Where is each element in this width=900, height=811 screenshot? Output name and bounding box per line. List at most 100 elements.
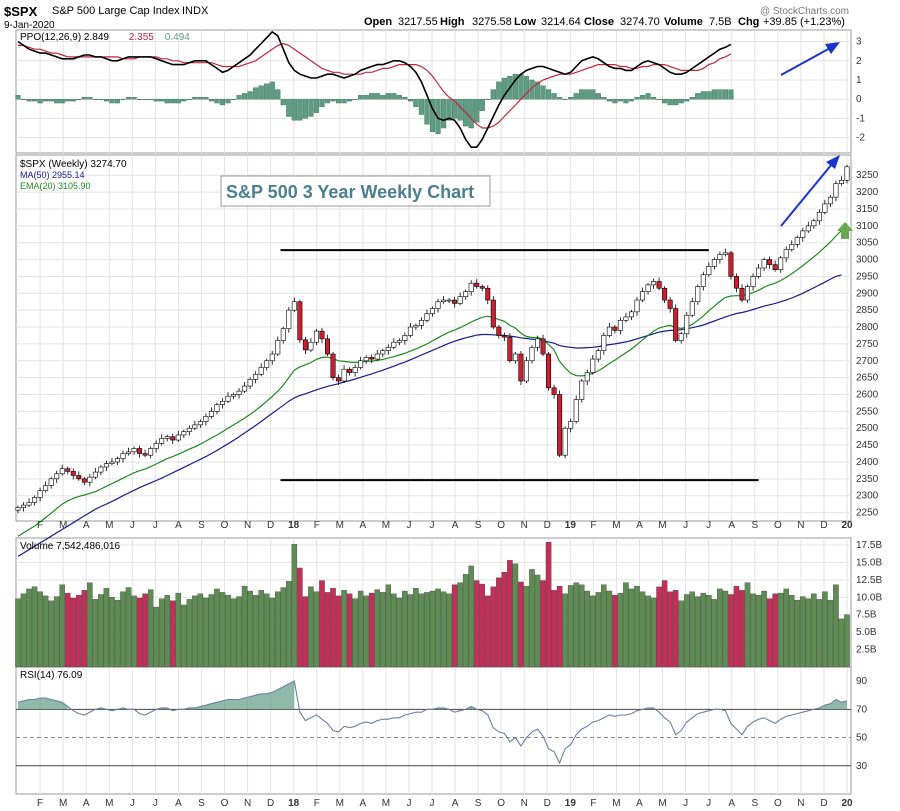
ppo-histogram-bar [645,93,651,100]
month-tick-label: M [105,520,113,531]
volume-bar [628,588,635,668]
candle-body [385,346,391,351]
candle-body [175,434,181,441]
candle-body [324,338,330,355]
price-tick-label: 2700 [856,356,879,367]
month-tick-label: F [314,798,320,809]
volume-bar [396,597,403,668]
candle-body [546,353,552,389]
month-tick-label: A [728,798,735,809]
volume-bar [811,593,817,668]
ppo-tick-label: 1 [856,75,862,86]
volume-bar [357,590,364,668]
candle-body [490,299,496,328]
price-tick-label: 2400 [856,457,879,468]
candle-body [280,328,286,341]
volume-bar [523,585,530,668]
candle-body [203,416,209,422]
low-value: 3214.64 [541,16,581,28]
volume-bar [280,587,287,668]
volume-bar [584,590,590,668]
volume-tick-label: 2.5B [856,645,877,656]
candle-body [37,490,43,498]
volume-bar [241,585,248,668]
month-tick-label: F [590,520,596,531]
price-tick-label: 2600 [856,390,879,401]
candle-body [352,367,358,373]
candle-body [783,249,789,259]
candle-body [651,281,657,286]
volume-bar [374,589,380,668]
candle-body [551,387,557,395]
candle-body [65,468,71,472]
volume-bar [783,588,789,668]
candle-body [645,284,651,292]
month-tick-label: D [544,520,551,531]
month-tick-label: F [37,520,43,531]
volume-bar [606,590,613,668]
volume-bar [346,593,353,668]
volume-legend-entry: Volume 7,542,486,016 [20,541,121,552]
price-tick-label: 3200 [856,187,879,198]
volume-bar [473,580,480,668]
ppo-histogram-bar [534,81,541,100]
volume-bar [269,597,275,668]
volume-bar [772,593,778,668]
open-label: Open [364,16,392,28]
volume-bar [230,598,237,668]
ppo-legend-entry: PPO(12,26,9) 2.849 [20,32,109,43]
rsi-legend-entry: RSI(14) 76.09 [20,670,83,681]
ppo-histogram-bar [446,98,452,121]
price-tick-label: 2350 [856,474,879,485]
candle-body [822,203,828,213]
rsi-tick-label: 30 [856,761,868,772]
volume-bar [335,595,342,668]
volume-bar [186,599,193,668]
candle-body [579,380,585,400]
grid-lines [16,30,851,794]
ppo-histogram-bar [452,98,458,119]
volume-bar [722,590,729,668]
ppo-histogram-bar [545,89,552,100]
price-tick-label: 2450 [856,440,879,451]
volume-bar [42,595,49,668]
ppo-histogram-bar [717,89,723,100]
volume-bar [800,596,806,668]
volume-tick-label: 17.5B [856,540,882,551]
month-tick-label: S [475,520,482,531]
volume-bar [562,593,568,668]
volume-bar [595,592,602,668]
ppo-histogram-bar [374,93,380,100]
month-tick-label: 20 [841,520,853,531]
candle-body [70,471,76,476]
volume-bar [717,588,723,668]
ppo-histogram-bar [225,98,231,104]
ppo-histogram-bar [407,98,413,102]
rsi-line [17,680,848,765]
volume-bar [623,582,629,668]
price-legend-entry: MA(50) 2955.14 [20,170,85,180]
ppo-histogram-bar [358,95,364,100]
volume-bar [203,597,209,668]
volume-bar [617,592,624,668]
volume-bar [711,599,718,668]
candle-body [231,394,237,397]
ppo-histogram-bar [197,97,203,100]
ppo-histogram-bar [380,95,386,100]
ppo-signal-line [18,42,732,129]
candle-body [308,341,314,351]
volume-bar [601,584,607,668]
ppo-histogram-bar [65,98,71,102]
volume-bar [48,600,54,668]
volume-bar [37,591,43,668]
candle-body [242,385,248,392]
volume-bar [252,595,259,668]
month-tick-label: A [636,520,643,531]
candle-body [131,448,137,453]
ppo-histogram-bar [601,97,607,100]
candle-body [838,179,844,184]
price-tick-label: 3050 [856,238,879,249]
month-tick-label: J [153,520,158,531]
axis-labels: F M A M J J A S O N D 18 F M A M J J A S O N D 19 F M A M J J A S O N D 20F… [37,37,882,809]
candle-body [529,346,535,362]
